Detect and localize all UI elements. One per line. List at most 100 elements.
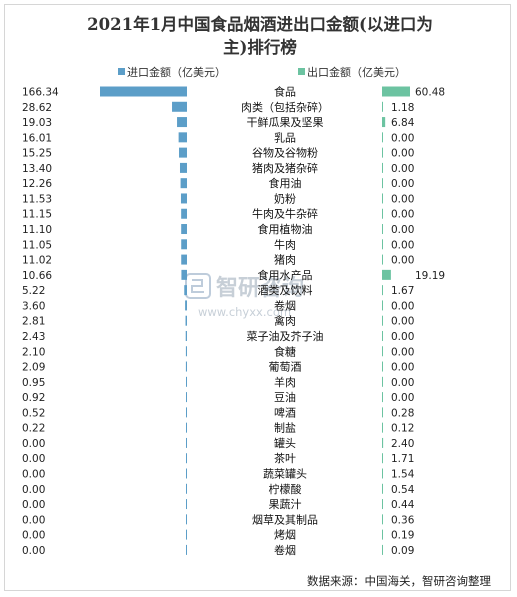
export-value-label: 6.84: [391, 117, 415, 129]
category-label: 食糖: [274, 344, 296, 358]
category-label: 猪肉及猪杂碎: [252, 161, 318, 175]
import-value-label: 11.10: [22, 224, 52, 236]
export-value-label: 0.00: [391, 362, 414, 374]
export-bar: [382, 86, 410, 97]
import-value-label: 11.53: [22, 193, 52, 205]
import-bar: [185, 300, 187, 311]
export-bar: [382, 239, 383, 250]
legend-export-swatch: [298, 68, 305, 75]
export-bar: [382, 193, 383, 204]
export-value-label: 0.00: [391, 316, 414, 328]
chart-frame: 2021年1月中国食品烟酒进出口金额(以进口为 主)排行榜: [4, 4, 511, 591]
import-bar: [185, 330, 187, 341]
export-bar: [382, 499, 383, 510]
import-value-label: 12.26: [22, 178, 52, 190]
category-label: 柠檬酸: [269, 482, 302, 496]
import-value-label: 0.22: [22, 423, 45, 435]
category-label: 肉类（包括杂碎）: [241, 100, 329, 114]
import-value-label: 11.05: [22, 239, 52, 251]
export-bar: [382, 407, 383, 418]
import-value-label: 10.66: [22, 270, 52, 282]
import-bar: [179, 162, 187, 173]
category-label: 酒类及饮料: [258, 283, 313, 297]
export-value-label: 19.19: [415, 270, 445, 282]
export-bar: [382, 453, 383, 464]
category-label: 食品: [274, 85, 296, 99]
category-label: 禽肉: [274, 314, 296, 328]
watermark-logo-icon: [185, 273, 211, 299]
legend-export-label: 出口金额（亿美元）: [307, 66, 406, 79]
export-value-label: 0.00: [391, 224, 414, 236]
category-label: 葡萄酒: [269, 361, 302, 374]
export-bar: [382, 346, 383, 357]
export-value-label: 0.09: [391, 545, 414, 557]
import-value-label: 15.25: [22, 148, 52, 160]
export-value-label: 0.00: [391, 132, 414, 144]
import-bar: [186, 499, 187, 510]
export-value-label: 1.67: [391, 285, 414, 297]
export-bar: [382, 269, 391, 280]
import-value-label: 0.00: [22, 499, 45, 511]
chart-title-line-1: 2021年1月中国食品烟酒进出口金额(以进口为: [87, 15, 433, 34]
export-value-label: 0.00: [391, 346, 414, 358]
import-bar: [180, 193, 187, 204]
category-label: 羊肉: [274, 375, 296, 389]
import-value-label: 0.00: [22, 484, 45, 496]
export-bar: [382, 254, 383, 265]
export-bar: [382, 162, 383, 173]
import-value-label: 0.00: [22, 438, 45, 450]
export-bar: [382, 483, 383, 494]
legend-import-swatch: [118, 68, 125, 75]
export-bar: [382, 147, 383, 158]
export-bar: [382, 285, 383, 296]
import-bar: [186, 468, 187, 479]
export-value-label: 0.36: [391, 514, 415, 526]
category-label: 啤酒: [274, 405, 296, 419]
import-value-label: 0.00: [22, 514, 45, 526]
category-label: 果蔬汁: [269, 498, 302, 511]
watermark: 智研咨询 www.chyxx.com: [185, 273, 304, 319]
import-bar: [185, 361, 187, 372]
import-bar: [181, 224, 187, 235]
import-value-label: 0.00: [22, 469, 45, 481]
import-bar: [186, 483, 187, 494]
import-value-label: 0.00: [22, 453, 45, 465]
import-value-label: 16.01: [22, 132, 52, 144]
category-label: 烟草及其制品: [252, 512, 318, 526]
export-value-label: 0.00: [391, 148, 414, 160]
export-value-label: 0.44: [391, 499, 415, 511]
export-value-label: 60.48: [415, 87, 445, 99]
export-value-label: 0.19: [391, 530, 414, 542]
import-bar: [186, 453, 187, 464]
export-bar: [382, 392, 383, 403]
category-label: 卷烟: [274, 543, 296, 557]
import-value-label: 2.81: [22, 316, 45, 328]
import-bar: [177, 117, 187, 128]
import-value-label: 11.15: [22, 209, 52, 221]
export-bar: [382, 437, 384, 448]
export-bar: [382, 544, 383, 555]
export-value-label: 1.54: [391, 469, 415, 481]
import-value-label: 0.95: [22, 377, 45, 389]
export-value-label: 0.00: [391, 300, 414, 312]
watermark-text: 智研咨询: [216, 275, 304, 301]
export-bar: [382, 468, 383, 479]
category-label: 牛肉: [274, 237, 296, 251]
category-label: 烤烟: [274, 528, 296, 542]
export-bar: [382, 529, 383, 540]
import-bar: [186, 544, 187, 555]
import-bar: [100, 86, 187, 97]
import-bar: [178, 132, 187, 143]
export-value-label: 0.00: [391, 392, 414, 404]
export-bar: [382, 514, 383, 525]
export-bar: [382, 208, 383, 219]
import-value-label: 2.10: [22, 346, 45, 358]
category-label: 茶叶: [274, 452, 296, 465]
data-source-note: 数据来源：中国海关，智研咨询整理: [307, 574, 491, 588]
import-bar: [185, 346, 187, 357]
import-bar: [186, 437, 187, 448]
export-value-label: 0.00: [391, 331, 414, 343]
category-label: 干鲜瓜果及坚果: [247, 115, 324, 129]
import-bar: [184, 285, 187, 296]
